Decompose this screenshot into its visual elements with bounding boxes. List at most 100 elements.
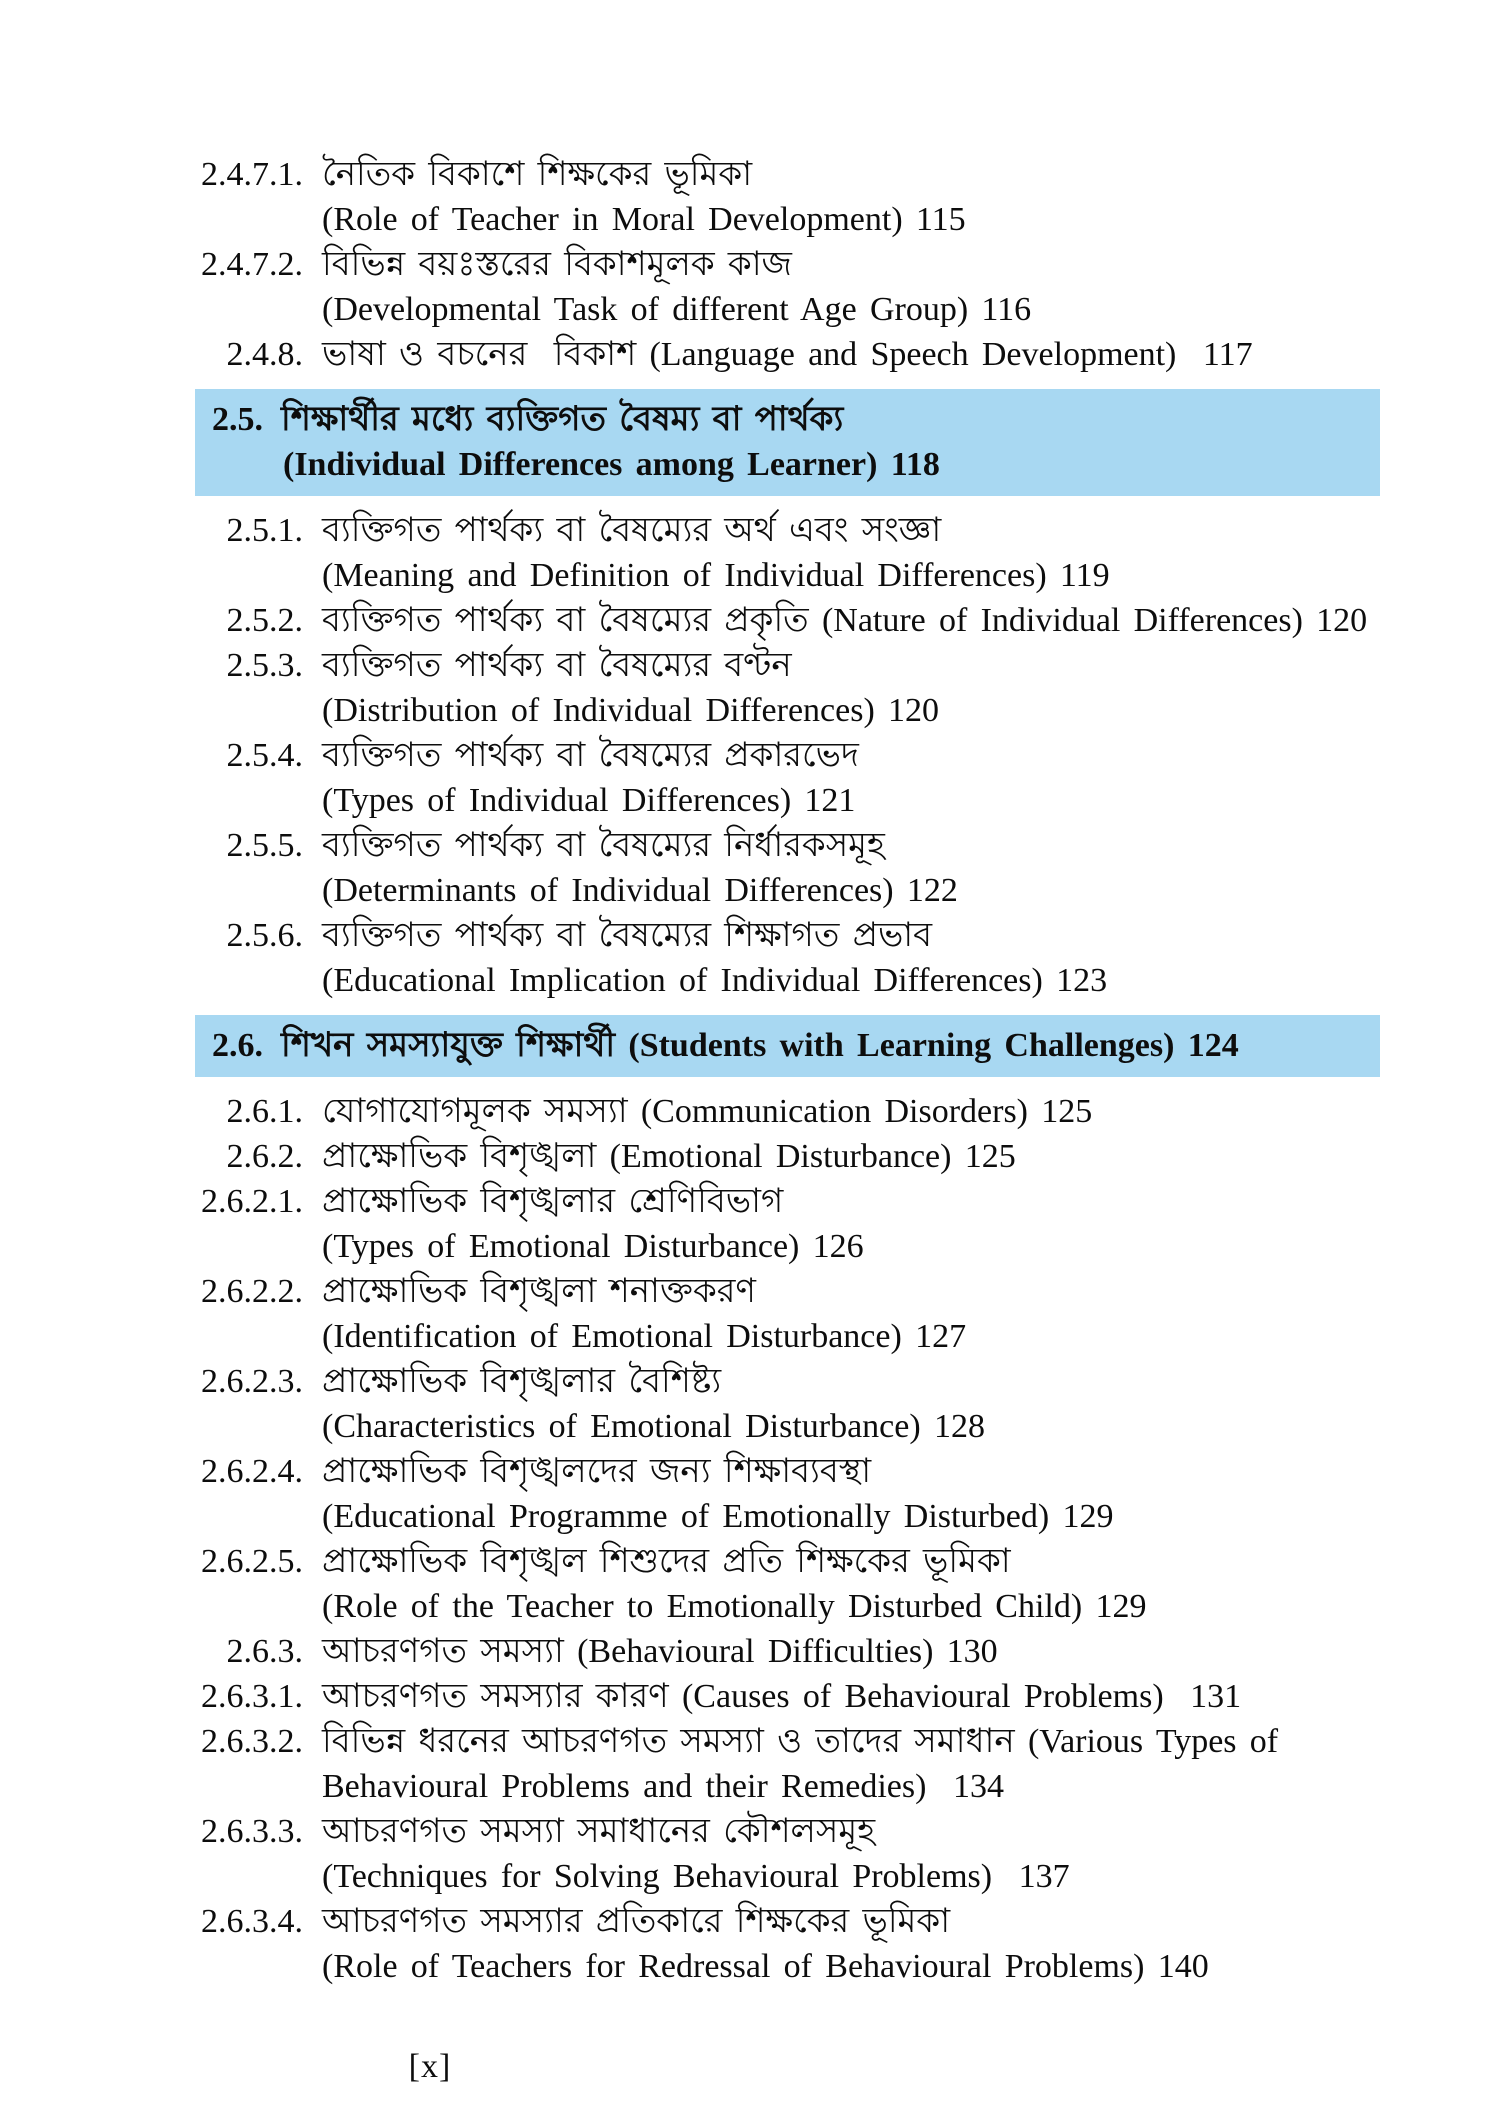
toc-entry-line: ব্যক্তিগত পার্থক্য বা বৈষম্যের অর্থ এবং …	[322, 512, 942, 549]
toc-entry-number: 2.6.2.3.	[201, 1363, 303, 1400]
toc-section-header: 2.6. শিখন সমস্যাযুক্ত শিক্ষার্থী (Student…	[195, 1015, 1380, 1077]
toc-entry-line: (Types of Individual Differences) 121	[322, 782, 856, 819]
toc-entry-text: প্রাক্ষোভিক বিশৃঙ্খলার বৈশিষ্ট্য (Charact…	[303, 1359, 985, 1449]
toc-entry-number: 2.6.3.2.	[201, 1723, 303, 1760]
toc-section-header-line: 2.5. শিক্ষার্থীর মধ্যে ব্যক্তিগত বৈষম্য ব…	[212, 397, 1370, 442]
toc-entry-line: প্রাক্ষোভিক বিশৃঙ্খলা (Emotional Disturb…	[322, 1138, 1016, 1175]
toc-entry-text: ভাষা ও বচনের বিকাশ (Language and Speech …	[303, 332, 1253, 377]
toc-entry: 2.6.2.5. প্রাক্ষোভিক বিশৃঙ্খল শিশুদের প্র…	[195, 1539, 1380, 1629]
toc-entry: 2.5.6. ব্যক্তিগত পার্থক্য বা বৈষম্যের শিক…	[195, 913, 1380, 1003]
toc-entry-text: আচরণগত সমস্যার কারণ (Causes of Behaviour…	[303, 1674, 1241, 1719]
toc-entry-line: (Identification of Emotional Disturbance…	[322, 1318, 967, 1355]
toc-entry-number: 2.4.8.	[226, 336, 304, 373]
toc-section-number: 2.6.	[212, 1027, 263, 1064]
toc-entry-line: (Role of the Teacher to Emotionally Dist…	[322, 1588, 1147, 1625]
toc-entry-number: 2.6.3.1.	[201, 1678, 303, 1715]
toc-entry-number: 2.5.4.	[226, 737, 304, 774]
toc-entry-text: আচরণগত সমস্যার প্রতিকারে শিক্ষকের ভূমিকা…	[303, 1899, 1209, 1989]
toc-section-header: 2.5. শিক্ষার্থীর মধ্যে ব্যক্তিগত বৈষম্য ব…	[195, 389, 1380, 496]
toc-entry-text: ব্যক্তিগত পার্থক্য বা বৈষম্যের বণ্টন (Dis…	[303, 643, 939, 733]
toc-entry: 2.5.4. ব্যক্তিগত পার্থক্য বা বৈষম্যের প্র…	[195, 733, 1380, 823]
toc-entry-line: ব্যক্তিগত পার্থক্য বা বৈষম্যের প্রকৃতি (…	[322, 602, 1368, 639]
toc-entry: 2.6.3.2. বিভিন্ন ধরনের আচরণগত সমস্যা ও তা…	[195, 1719, 1380, 1809]
toc-entry-line: নৈতিক বিকাশে শিক্ষকের ভূমিকা	[322, 156, 753, 193]
toc-entry-line: প্রাক্ষোভিক বিশৃঙ্খলার শ্রেণিবিভাগ	[322, 1183, 784, 1220]
toc-entry: 2.6.1. যোগাযোগমূলক সমস্যা (Communication …	[195, 1089, 1380, 1134]
toc-entry: 2.6.3.3. আচরণগত সমস্যা সমাধানের কৌশলসমূহ (…	[195, 1809, 1380, 1899]
page-number: [x]	[408, 2048, 452, 2085]
toc-entry-text: নৈতিক বিকাশে শিক্ষকের ভূমিকা (Role of Tea…	[303, 152, 966, 242]
toc-entry-number: 2.6.2.5.	[201, 1543, 303, 1580]
toc-entry-number: 2.5.1.	[226, 512, 304, 549]
toc-section-number: 2.5.	[212, 401, 263, 438]
toc-entry-line: বিভিন্ন বয়ঃস্তরের বিকাশমূলক কাজ	[322, 246, 792, 283]
toc-entry-line: বিভিন্ন ধরনের আচরণগত সমস্যা ও তাদের সমাধ…	[322, 1723, 1279, 1760]
toc-entry: 2.6.2.4. প্রাক্ষোভিক বিশৃঙ্খলদের জন্য শিক…	[195, 1449, 1380, 1539]
toc-entry-line: Behavioural Problems and their Remedies)…	[322, 1768, 1004, 1805]
toc-entry-text: প্রাক্ষোভিক বিশৃঙ্খলদের জন্য শিক্ষাব্যবস…	[303, 1449, 1113, 1539]
toc-entry-line: (Meaning and Definition of Individual Di…	[322, 557, 1110, 594]
toc-entry: 2.4.8. ভাষা ও বচনের বিকাশ (Language and S…	[195, 332, 1380, 377]
toc-entry-line: যোগাযোগমূলক সমস্যা (Communication Disord…	[322, 1093, 1093, 1130]
toc-entry: 2.6.2.1. প্রাক্ষোভিক বিশৃঙ্খলার শ্রেণিবিভ…	[195, 1179, 1380, 1269]
toc-section-subtitle: (Individual Differences among Learner) 1…	[283, 446, 940, 483]
toc-entry-text: বিভিন্ন ধরনের আচরণগত সমস্যা ও তাদের সমাধ…	[303, 1719, 1278, 1809]
toc-entry: 2.6.3.1. আচরণগত সমস্যার কারণ (Causes of B…	[195, 1674, 1380, 1719]
toc-entry: 2.6.3. আচরণগত সমস্যা (Behavioural Difficu…	[195, 1629, 1380, 1674]
toc-section-header-line: 2.6. শিখন সমস্যাযুক্ত শিক্ষার্থী (Student…	[212, 1023, 1370, 1068]
toc-entry-text: প্রাক্ষোভিক বিশৃঙ্খল শিশুদের প্রতি শিক্ষ…	[303, 1539, 1146, 1629]
toc-entry-number: 2.4.7.2.	[201, 246, 303, 283]
toc-entry: 2.5.1. ব্যক্তিগত পার্থক্য বা বৈষম্যের অর্…	[195, 508, 1380, 598]
toc-entry: 2.5.3. ব্যক্তিগত পার্থক্য বা বৈষম্যের বণ্…	[195, 643, 1380, 733]
toc-entry-line: ব্যক্তিগত পার্থক্য বা বৈষম্যের প্রকারভেদ	[322, 737, 859, 774]
toc-entry-number: 2.6.2.2.	[201, 1273, 303, 1310]
toc-entry: 2.6.2. প্রাক্ষোভিক বিশৃঙ্খলা (Emotional D…	[195, 1134, 1380, 1179]
toc-entry-text: প্রাক্ষোভিক বিশৃঙ্খলা শনাক্তকরণ (Identifi…	[303, 1269, 966, 1359]
toc-entry-number: 2.6.3.4.	[201, 1903, 303, 1940]
toc-entry-text: আচরণগত সমস্যা (Behavioural Difficulties)…	[303, 1629, 998, 1674]
toc-entry-line: (Determinants of Individual Differences)…	[322, 872, 958, 909]
toc-entry-line: (Educational Implication of Individual D…	[322, 962, 1108, 999]
toc-entry-number: 2.6.2.	[226, 1138, 304, 1175]
toc-entry-number: 2.5.2.	[226, 602, 304, 639]
toc-entry-text: বিভিন্ন বয়ঃস্তরের বিকাশমূলক কাজ (Develop…	[303, 242, 1031, 332]
toc-section-title: শিখন সমস্যাযুক্ত শিক্ষার্থী (Students wi…	[281, 1027, 1239, 1064]
toc-entry-line: (Educational Programme of Emotionally Di…	[322, 1498, 1114, 1535]
toc-entry: 2.4.7.2. বিভিন্ন বয়ঃস্তরের বিকাশমূলক কাজ…	[195, 242, 1380, 332]
toc-entry-text: ব্যক্তিগত পার্থক্য বা বৈষম্যের প্রকারভেদ…	[303, 733, 859, 823]
toc-entry-line: (Developmental Task of different Age Gro…	[322, 291, 1032, 328]
toc-entry-line: প্রাক্ষোভিক বিশৃঙ্খলদের জন্য শিক্ষাব্যবস…	[322, 1453, 872, 1490]
toc-entry-line: আচরণগত সমস্যার প্রতিকারে শিক্ষকের ভূমিকা	[322, 1903, 951, 1940]
toc-entry-number: 2.5.3.	[226, 647, 304, 684]
toc-entry-text: ব্যক্তিগত পার্থক্য বা বৈষম্যের নির্ধারকস…	[303, 823, 958, 913]
toc-entry: 2.4.7.1. নৈতিক বিকাশে শিক্ষকের ভূমিকা (Rol…	[195, 152, 1380, 242]
toc-entry: 2.6.2.2. প্রাক্ষোভিক বিশৃঙ্খলা শনাক্তকরণ (…	[195, 1269, 1380, 1359]
toc-entry-number: 2.6.2.1.	[201, 1183, 303, 1220]
table-of-contents: 2.4.7.1. নৈতিক বিকাশে শিক্ষকের ভূমিকা (Rol…	[195, 152, 1380, 1989]
toc-entry: 2.6.2.3. প্রাক্ষোভিক বিশৃঙ্খলার বৈশিষ্ট্য…	[195, 1359, 1380, 1449]
toc-entry-number: 2.5.5.	[226, 827, 304, 864]
toc-entry-line: (Types of Emotional Disturbance) 126	[322, 1228, 864, 1265]
toc-entry-line: (Techniques for Solving Behavioural Prob…	[322, 1858, 1070, 1895]
toc-entry-line: আচরণগত সমস্যা সমাধানের কৌশলসমূহ	[322, 1813, 876, 1850]
toc-entry-line: (Distribution of Individual Differences)…	[322, 692, 940, 729]
toc-entry-text: ব্যক্তিগত পার্থক্য বা বৈষম্যের প্রকৃতি (…	[303, 598, 1367, 643]
toc-entry: 2.5.2. ব্যক্তিগত পার্থক্য বা বৈষম্যের প্র…	[195, 598, 1380, 643]
toc-entry-line: (Role of Teachers for Redressal of Behav…	[322, 1948, 1209, 1985]
toc-entry-text: আচরণগত সমস্যা সমাধানের কৌশলসমূহ (Techniqu…	[303, 1809, 1070, 1899]
toc-entry-number: 2.6.2.4.	[201, 1453, 303, 1490]
toc-entry-number: 2.6.3.	[226, 1633, 304, 1670]
toc-entry-line: প্রাক্ষোভিক বিশৃঙ্খল শিশুদের প্রতি শিক্ষ…	[322, 1543, 1011, 1580]
toc-entry-number: 2.6.3.3.	[201, 1813, 303, 1850]
toc-entry-line: ব্যক্তিগত পার্থক্য বা বৈষম্যের শিক্ষাগত …	[322, 917, 933, 954]
toc-entry-line: আচরণগত সমস্যার কারণ (Causes of Behaviour…	[322, 1678, 1242, 1715]
toc-entry: 2.5.5. ব্যক্তিগত পার্থক্য বা বৈষম্যের নির…	[195, 823, 1380, 913]
toc-entry-line: ব্যক্তিগত পার্থক্য বা বৈষম্যের নির্ধারকস…	[322, 827, 885, 864]
toc-entry-line: আচরণগত সমস্যা (Behavioural Difficulties)…	[322, 1633, 998, 1670]
toc-entry-line: ব্যক্তিগত পার্থক্য বা বৈষম্যের বণ্টন	[322, 647, 792, 684]
toc-entry-number: 2.4.7.1.	[201, 156, 303, 193]
toc-entry-text: যোগাযোগমূলক সমস্যা (Communication Disord…	[303, 1089, 1092, 1134]
toc-entry-text: প্রাক্ষোভিক বিশৃঙ্খলার শ্রেণিবিভাগ (Types…	[303, 1179, 864, 1269]
toc-entry-number: 2.5.6.	[226, 917, 304, 954]
